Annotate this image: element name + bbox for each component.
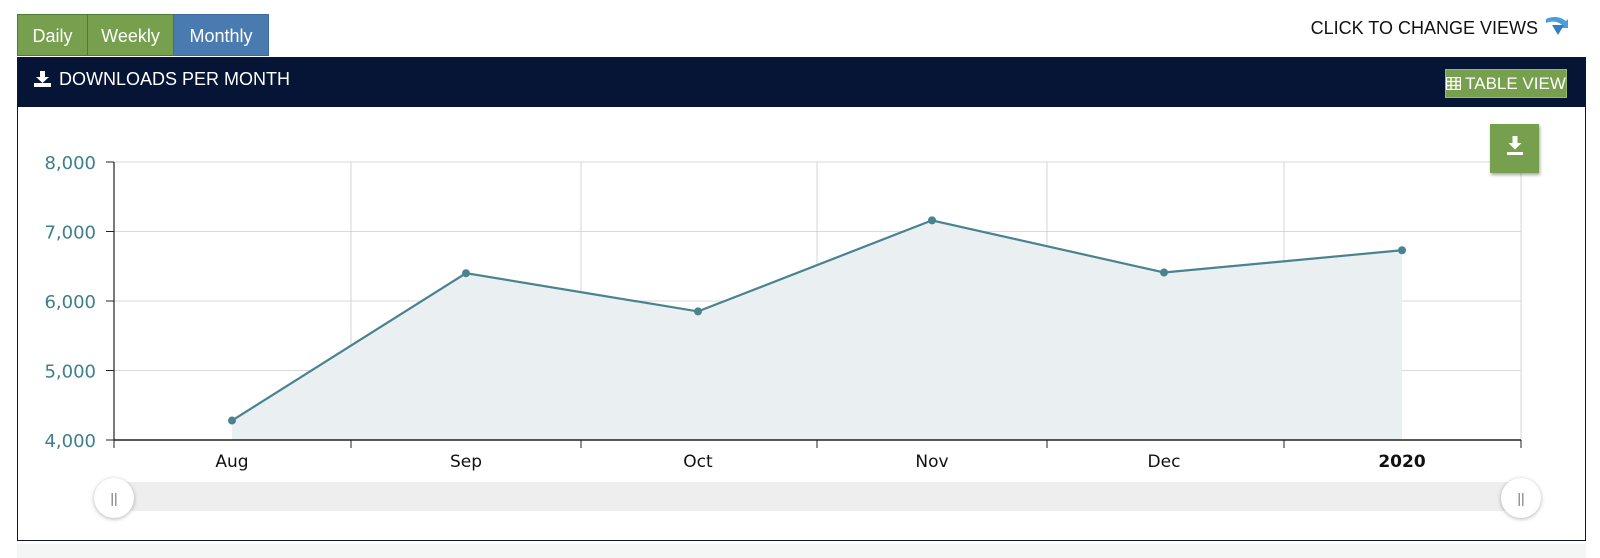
range-slider-track[interactable] — [114, 482, 1521, 511]
chart-axes — [106, 161, 1522, 448]
download-icon — [34, 71, 51, 87]
export-button[interactable] — [1490, 124, 1539, 173]
y-tick-label: 7,000 — [44, 223, 96, 244]
x-tick-label: Nov — [915, 452, 948, 472]
table-view-button[interactable]: TABLE VIEW — [1445, 69, 1567, 98]
y-tick-label: 5,000 — [44, 362, 96, 383]
table-icon — [1446, 77, 1462, 90]
x-tick-label: 2020 — [1378, 452, 1425, 472]
data-point — [462, 269, 470, 278]
view-tabs: Daily Weekly Monthly — [17, 14, 269, 56]
x-tick-label: Oct — [683, 452, 713, 472]
data-point — [928, 216, 936, 225]
tab-daily[interactable]: Daily — [17, 14, 88, 56]
arrow-down-icon — [1544, 15, 1570, 42]
panel-footer — [17, 544, 1586, 558]
data-point — [694, 307, 702, 316]
x-tick-label: Dec — [1148, 452, 1181, 472]
y-tick-label: 4,000 — [44, 431, 96, 452]
y-axis-labels: 4,000 5,000 6,000 7,000 8,000 — [44, 153, 96, 452]
panel-title-text: DOWNLOADS PER MONTH — [59, 68, 291, 89]
data-point — [228, 416, 236, 425]
x-tick-label: Sep — [450, 452, 482, 472]
series-line — [231, 219, 1403, 422]
change-views-label: CLICK TO CHANGE VIEWS — [1310, 17, 1538, 38]
y-tick-label: 6,000 — [44, 292, 96, 313]
panel-title: DOWNLOADS PER MONTH — [34, 68, 290, 90]
tab-weekly[interactable]: Weekly — [88, 14, 174, 56]
range-slider-left-handle[interactable]: || — [94, 478, 134, 518]
panel-header: DOWNLOADS PER MONTH TABLE VIEW — [18, 58, 1585, 107]
change-views-hint[interactable]: CLICK TO CHANGE VIEWS — [1311, 16, 1570, 40]
tab-monthly[interactable]: Monthly — [174, 14, 269, 56]
x-tick-label: Aug — [215, 452, 248, 472]
series-points — [228, 216, 1406, 425]
series-area — [232, 220, 1402, 440]
data-point — [1160, 268, 1168, 277]
download-icon — [1506, 136, 1524, 161]
data-point — [1398, 246, 1406, 255]
y-tick-label: 8,000 — [44, 153, 96, 174]
x-axis-labels: Aug Sep Oct Nov Dec 2020 — [215, 452, 1425, 472]
table-view-label: TABLE VIEW — [1465, 73, 1566, 93]
range-slider-right-handle[interactable]: || — [1501, 478, 1541, 518]
